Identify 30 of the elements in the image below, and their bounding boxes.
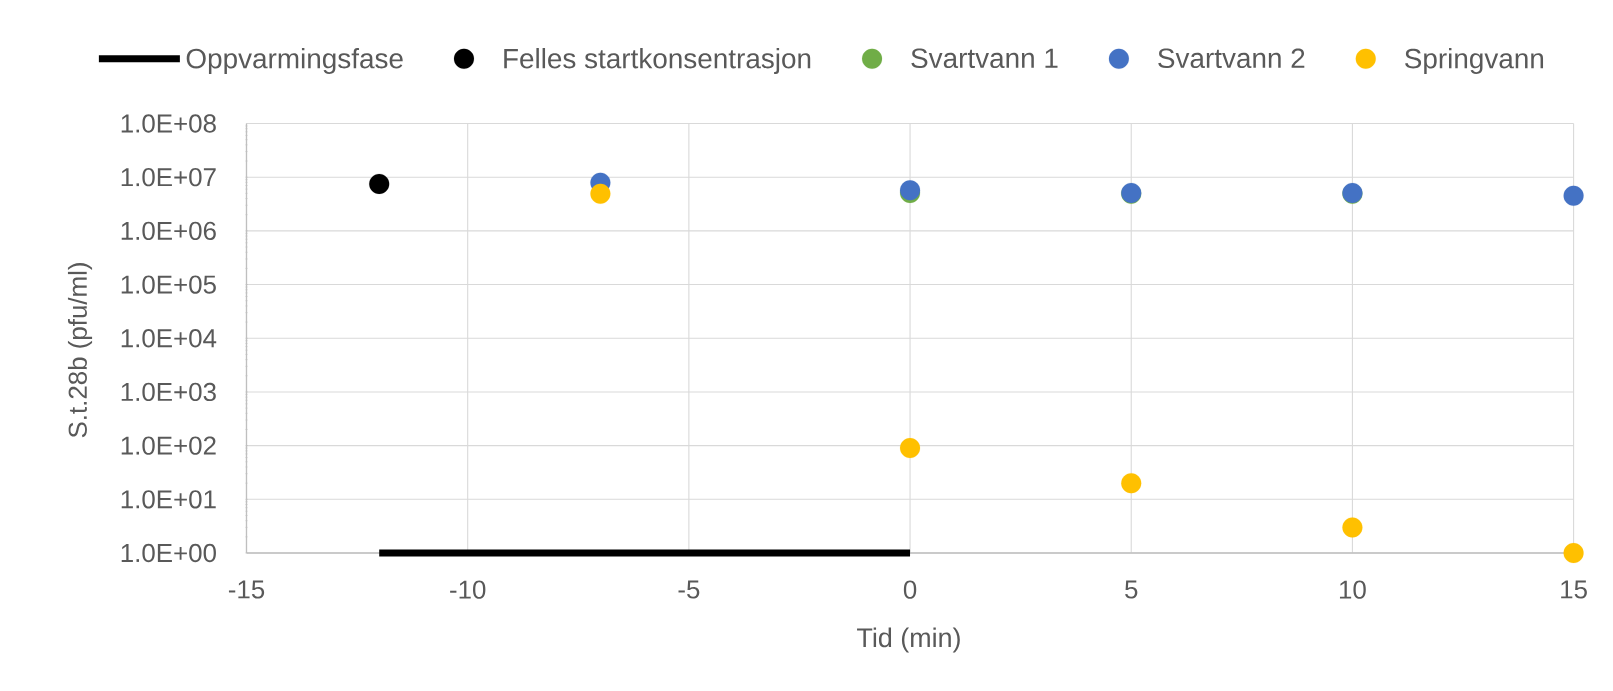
y-tick-label: 1.0E+00 (121, 543, 216, 563)
point (369, 173, 390, 194)
point (1563, 542, 1584, 564)
legend-label: Oppvarmingsfase (186, 48, 403, 74)
y-tick-label: 1.0E+02 (121, 436, 216, 455)
x-tick-label: 15 (1561, 580, 1587, 599)
point (590, 183, 611, 204)
y-tick-label: 1.0E+08 (121, 114, 216, 133)
point (1342, 517, 1363, 538)
x-tick-label: 0 (903, 580, 917, 599)
x-tick-label: 10 (1339, 580, 1366, 599)
y-tick-label: 1.0E+04 (121, 329, 217, 348)
y-axis-title: S.t.28b (pfu/ml) (67, 263, 93, 438)
point (1121, 473, 1142, 494)
x-tick-label: 5 (1125, 580, 1138, 599)
x-tick-label: -10 (450, 580, 486, 599)
legend-label: Springvann (1405, 48, 1544, 74)
y-tick-label: 1.0E+03 (121, 382, 216, 402)
x-tick-label: -5 (678, 580, 700, 599)
legend-label: Svartvann 1 (911, 48, 1058, 69)
point (899, 438, 921, 459)
y-tick-label: 1.0E+07 (121, 168, 216, 187)
x-axis-title: Tid (min) (857, 627, 960, 653)
point (1563, 185, 1584, 206)
x-tick-label: -15 (228, 580, 265, 599)
y-tick-label: 1.0E+05 (121, 275, 216, 294)
y-tick-label: 1.0E+06 (121, 221, 216, 241)
legend-label: Svartvann 2 (1158, 48, 1305, 69)
legend-label: Felles startkonsentrasjon (504, 48, 811, 74)
y-tick-label: 1.0E+01 (121, 490, 216, 509)
